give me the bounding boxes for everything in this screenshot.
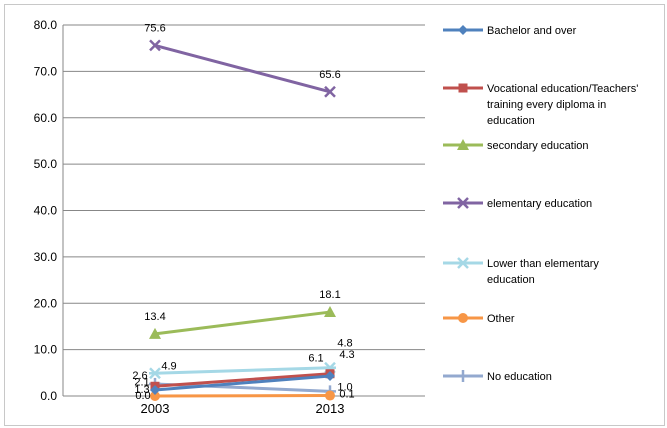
grid-lines xyxy=(63,24,425,351)
series-line xyxy=(154,310,331,336)
y-tick-label: 60.0 xyxy=(34,111,58,125)
y-tick-label: 40.0 xyxy=(34,204,58,218)
series-marker xyxy=(150,384,160,395)
legend-label: secondary education xyxy=(487,140,589,152)
series-marker xyxy=(324,306,336,318)
legend-label: Other xyxy=(487,313,515,325)
legend-entry: Bachelor and over xyxy=(443,25,577,37)
legend-entry: secondary education xyxy=(443,139,589,152)
series-line xyxy=(154,43,331,94)
legend-marker xyxy=(457,197,469,209)
y-tick-label: 30.0 xyxy=(34,250,58,264)
series-marker xyxy=(149,367,161,380)
legend-marker xyxy=(458,313,468,323)
series-line xyxy=(154,366,331,375)
legend-entry: Lower than elementary education xyxy=(443,257,599,286)
data-label: 0.1 xyxy=(339,389,354,401)
legend-label: No education xyxy=(487,371,552,383)
data-label: 1.3 xyxy=(134,384,149,396)
legend-marker xyxy=(458,83,468,93)
line-chart: 0.0 10.0 20.0 30.0 40.0 50.0 60.0 70.0 80.0 2003 2… xyxy=(34,18,639,416)
data-labels: 1.3 4.3 2.1 4.8 13.4 18.1 75.6 65.6 4.9 6.1 0.0 0.1… xyxy=(132,22,354,402)
y-tick-label: 10.0 xyxy=(34,343,58,357)
x-tick-label: 2013 xyxy=(316,401,345,416)
data-label: 0.0 xyxy=(135,390,150,402)
data-label: 4.9 xyxy=(161,360,176,372)
legend: Bachelor and over Vocational education/Te… xyxy=(443,25,638,383)
legend-entry: Vocational education/Teachers' training e… xyxy=(443,83,638,127)
data-label: 1.0 xyxy=(337,381,352,393)
series-marker xyxy=(149,39,161,52)
series-marker xyxy=(325,390,335,401)
data-label: 6.1 xyxy=(308,353,323,365)
data-label: 75.6 xyxy=(144,22,165,34)
y-tick-label: 70.0 xyxy=(34,64,58,78)
series-lines xyxy=(149,39,336,401)
series-marker xyxy=(325,371,335,382)
y-tick-label: 20.0 xyxy=(34,296,58,310)
legend-marker xyxy=(457,139,469,150)
series-marker xyxy=(150,391,160,401)
legend-marker xyxy=(457,257,469,269)
legend-label: elementary education xyxy=(487,198,592,210)
legend-label: Lower than elementary education xyxy=(487,258,599,286)
series-line xyxy=(154,372,331,388)
data-label: 18.1 xyxy=(319,289,340,301)
axes: 0.0 10.0 20.0 30.0 40.0 50.0 60.0 70.0 80.0 2003 2… xyxy=(34,18,425,416)
data-label: 4.3 xyxy=(339,349,354,361)
series-marker xyxy=(149,327,161,339)
x-tick-label: 2003 xyxy=(141,401,170,416)
data-label: 65.6 xyxy=(319,69,340,81)
y-tick-label: 80.0 xyxy=(34,18,58,32)
y-tick-label: 50.0 xyxy=(34,157,58,171)
legend-entry: elementary education xyxy=(443,197,592,210)
chart-frame: 0.0 10.0 20.0 30.0 40.0 50.0 60.0 70.0 80.0 2003 2… xyxy=(4,4,665,426)
legend-label: Vocational education/Teachers' training e… xyxy=(487,83,638,127)
series-line xyxy=(154,374,331,392)
legend-marker xyxy=(458,25,468,35)
legend-marker xyxy=(457,370,469,382)
data-label: 2.6 xyxy=(132,370,147,382)
legend-entry: Other xyxy=(443,313,515,325)
data-label: 13.4 xyxy=(144,311,165,323)
data-label: 4.8 xyxy=(337,338,352,350)
y-tick-label: 0.0 xyxy=(40,389,57,403)
series-marker xyxy=(324,85,336,98)
data-label: 2.1 xyxy=(134,376,149,388)
legend-entry: No education xyxy=(443,370,552,383)
legend-label: Bachelor and over xyxy=(487,25,577,37)
